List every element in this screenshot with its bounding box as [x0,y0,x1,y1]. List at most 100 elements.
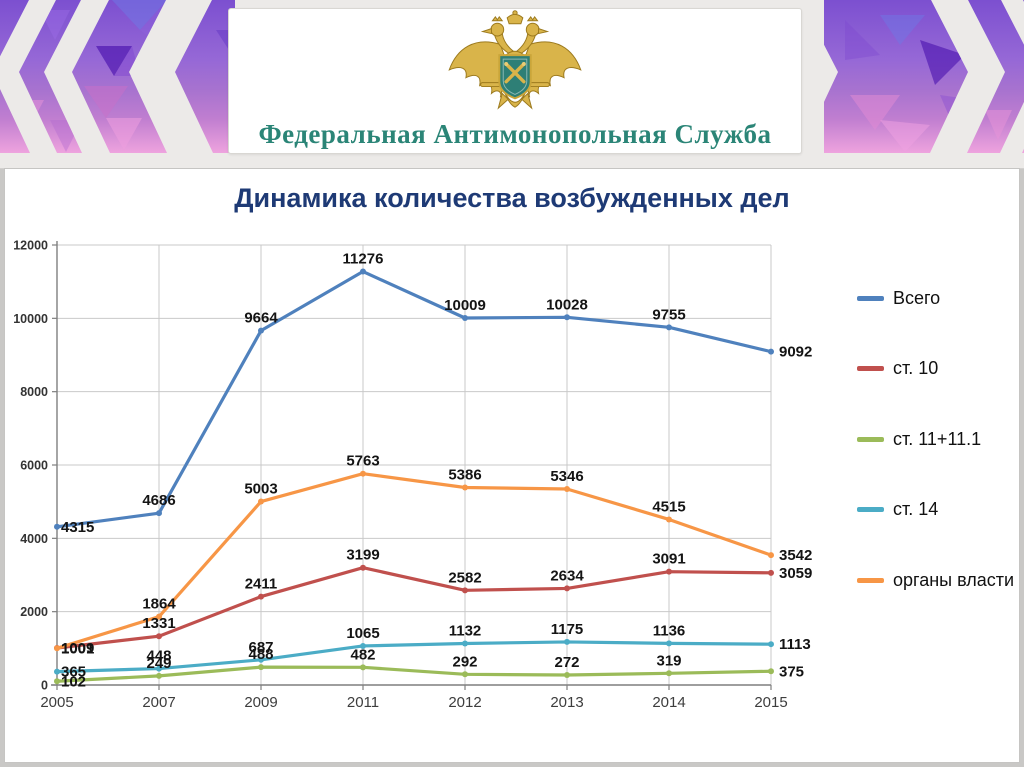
header-logo-box: Федеральная Антимонопольная Служба [228,8,802,154]
chart-legend: Всего ст. 10 ст. 11+11.1 ст. 14 органы власт… [857,287,1015,592]
series-point [54,678,60,685]
series-line [55,566,773,650]
data-label: 375 [779,663,804,680]
x-tick-label: 2011 [347,694,379,711]
series-point [54,668,60,675]
series-point [666,670,672,677]
y-tick-label: 0 [41,679,48,693]
series-point [258,664,264,671]
series-point [768,348,774,355]
fas-emblem-icon [448,10,582,110]
data-label: 1136 [653,622,686,639]
series-point [360,642,366,649]
data-label: 292 [452,653,477,670]
data-label: 5386 [448,467,481,484]
x-tick-label: 2013 [550,694,583,711]
data-label: 10009 [444,297,486,314]
legend-label: ст. 11+11.1 [893,428,982,449]
y-tick-label: 6000 [20,459,48,473]
x-tick-label: 2012 [448,694,481,711]
data-label: 1065 [346,625,379,642]
y-tick-label: 8000 [20,385,48,399]
series-point [462,315,468,322]
data-label: 1009 [61,640,94,657]
series-point [768,641,774,648]
x-tick-label: 2009 [244,694,277,711]
series-point [666,568,672,575]
data-label: 3091 [652,551,685,568]
data-label: 249 [146,655,171,672]
data-label: 10028 [546,296,588,313]
data-label: 319 [656,652,681,669]
org-name: Федеральная Антимонопольная Служба [258,119,772,149]
data-label: 3199 [346,547,379,564]
data-label: 11276 [343,251,384,268]
data-label: 365 [61,664,86,681]
data-label: 482 [350,646,375,663]
series-point [462,640,468,647]
series-point [564,638,570,645]
series-point [156,672,162,679]
chevron-mosaic-right-icon [824,0,1024,153]
y-tick-label: 12000 [13,239,48,253]
series-point [258,656,264,663]
legend-label: органы власти [893,569,1015,590]
data-label: 9755 [652,306,685,323]
series-point [462,484,468,491]
data-label: 4315 [61,519,94,536]
series-line [55,269,773,529]
series-point [156,510,162,517]
series-point [462,671,468,678]
data-label: 4686 [142,492,175,509]
data-label: 4515 [652,498,685,515]
series-point [54,645,60,652]
legend-swatch-icon [857,436,884,442]
page-title: Динамика количества возбужденных дел [234,183,790,213]
series-point [768,668,774,675]
legend-label: ст. 10 [893,358,939,379]
series-point [156,633,162,640]
legend-item: ст. 10 [857,357,1015,380]
data-label: 2582 [448,569,481,586]
data-label: 9664 [244,310,278,327]
x-tick-label: 2015 [754,694,787,711]
data-label: 1175 [551,621,584,638]
series-line [55,472,773,650]
series-point [258,327,264,334]
data-label: 448 [146,648,171,665]
x-tick-label: 2005 [40,694,73,711]
data-label: 3059 [779,565,812,582]
data-label: 272 [554,654,579,671]
series-point [564,585,570,592]
y-tick-label: 2000 [20,605,48,619]
data-label: 488 [248,646,273,663]
data-label: 687 [248,639,273,656]
data-label: 5763 [346,453,379,470]
data-label: 1132 [449,622,482,639]
series-point [360,664,366,671]
legend-swatch-icon [857,507,884,513]
data-label: 1864 [142,596,176,613]
series-point [156,613,162,620]
series-point [360,564,366,571]
series-point [258,498,264,505]
legend-swatch-icon [857,366,884,372]
legend-item: органы власти [857,569,1015,592]
legend-item: ст. 14 [857,498,1015,521]
data-label: 5346 [550,468,583,485]
series-point [666,640,672,647]
series-point [666,516,672,523]
chart-area: 0 2000 4000 6000 8000 10000 12000 2005 2007 2009 2… [9,235,849,715]
series-point [258,593,264,600]
legend-item: Всего [857,287,1015,310]
data-label: 2634 [550,567,584,584]
series-point [768,569,774,576]
data-label: 2411 [245,576,278,593]
legend-swatch-icon [857,296,884,301]
chevron-mosaic-left-icon [0,0,235,153]
data-label: 1113 [779,636,811,653]
y-tick-label: 10000 [13,312,48,326]
series-point [360,268,366,275]
data-label: 102 [61,673,86,690]
